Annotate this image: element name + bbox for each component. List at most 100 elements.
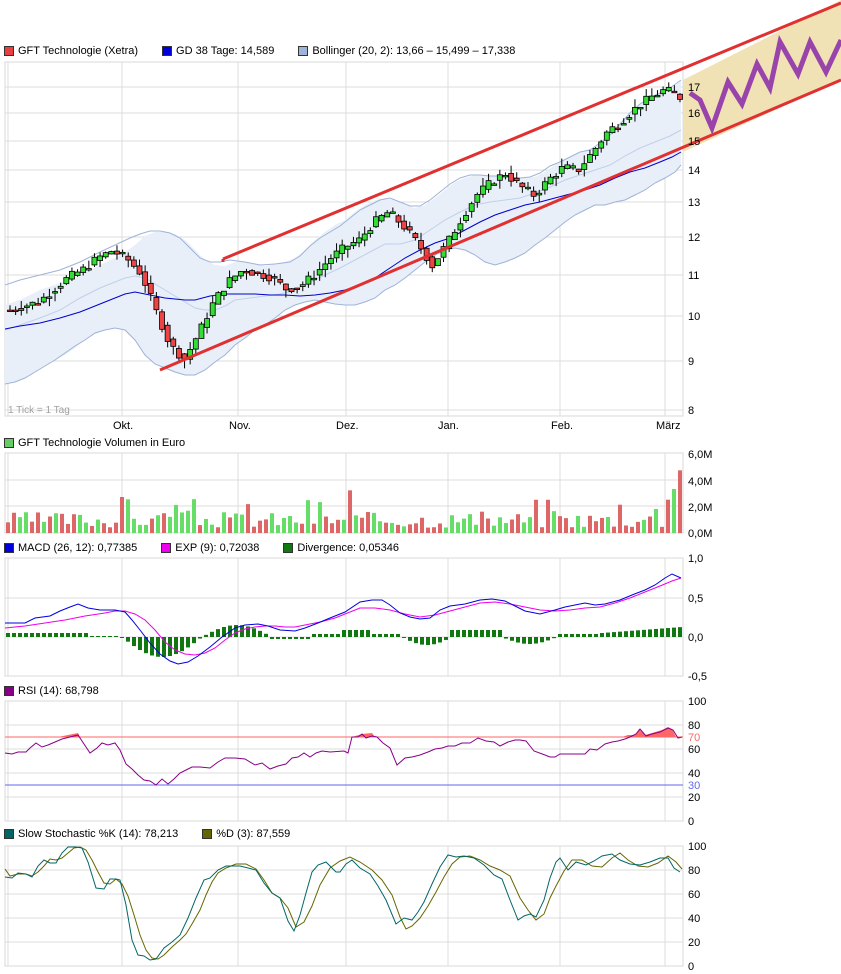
divergence-bar [606,632,610,637]
legend-item-stoch-k: Slow Stochastic %K (14): 78,213 [4,828,178,840]
volume-bar [210,524,214,533]
candle [615,127,621,131]
divergence-bar [312,634,316,637]
volume-bar [162,513,166,533]
candle [12,309,19,313]
svg-text:Okt.: Okt. [113,420,133,432]
volume-bar [390,522,394,533]
divergence-bar [666,628,670,637]
volume-bar [660,526,664,533]
volume-bar [444,527,448,533]
divergence-bar [324,634,328,637]
candle [508,173,514,182]
divergence-bar [222,626,226,637]
divergence-bar [270,637,274,639]
volume-bar [60,513,64,533]
divergence-bar [366,630,370,637]
price-swatch-icon [4,46,14,56]
volume-bar [588,515,592,533]
divergence-bar [552,637,556,639]
divergence-bar [120,637,124,638]
candle [637,107,644,110]
volume-bar [48,516,52,533]
divergence-bar [78,633,82,637]
divergence-bar [36,633,40,637]
divergence-bar [372,634,376,637]
candle [474,193,481,203]
macd-line [5,573,682,665]
candle [147,282,154,294]
candle [339,244,346,254]
divergence-bar [204,634,208,637]
candle [294,287,301,290]
candle [412,233,419,238]
divergence-bar [132,637,136,647]
candle [536,192,543,196]
svg-text:8: 8 [688,405,694,417]
candle [18,308,25,311]
candle [52,291,58,294]
volume-bar [36,512,40,533]
candle [468,203,475,212]
candle [97,255,103,261]
candle [153,297,160,311]
volume-bar [612,526,616,533]
volume-bar [150,518,154,533]
stoch-k-swatch-icon [4,829,14,839]
legend-label: %D (3): 87,559 [216,828,291,840]
candle [418,240,424,250]
candle [592,148,599,156]
volume-bar [240,514,244,533]
volume-bar [84,522,88,533]
candle [570,165,576,169]
divergence-bar [102,636,106,637]
legend-item-stoch-d: %D (3): 87,559 [202,828,290,840]
legend-item-gd38: GD 38 Tage: 14,589 [162,45,274,57]
volume-bar [582,526,586,533]
volume-bar [618,504,622,533]
svg-text:14: 14 [688,165,700,177]
volume-bar [156,515,160,533]
svg-text:Nov.: Nov. [229,420,251,432]
divergence-bar [630,630,634,637]
volume-bar [366,512,370,533]
candle [29,301,36,306]
volume-bar [648,516,652,533]
volume-legend: GFT Technologie Volumen in Euro [4,436,209,450]
divergence-bar [144,637,148,654]
volume-bar [300,523,304,533]
divergence-bar [348,630,352,637]
projection-zigzag [688,35,841,135]
volume-bar [30,521,34,533]
legend-label: EXP (9): 0,72038 [175,542,260,554]
volume-bar [138,524,142,533]
candle [299,284,306,287]
candle [108,251,115,255]
volume-bar [630,526,634,533]
svg-text:März: März [656,420,680,432]
volume-bar [504,523,508,533]
legend-label: GFT Technologie Volumen in Euro [18,437,186,449]
candle [609,126,616,134]
candle [541,181,548,191]
candle [648,95,655,101]
candle [480,185,486,195]
divergence-bar [72,633,76,637]
divergence-bar [276,637,280,639]
candle [598,141,605,149]
divergence-bar [354,630,358,637]
volume-bar [456,522,460,533]
divergence-bar [300,637,304,639]
rsi-line [4,727,683,786]
candle [367,230,374,234]
svg-text:12: 12 [688,232,700,244]
legend-label: MACD (26, 12): 0,77385 [18,542,138,554]
volume-bar [672,489,676,533]
divergence-bar [516,637,520,643]
candle [406,226,413,231]
candle [457,223,464,231]
divergence-bar [126,637,130,642]
volume-bar [324,516,328,533]
divergence-bar [534,637,538,644]
